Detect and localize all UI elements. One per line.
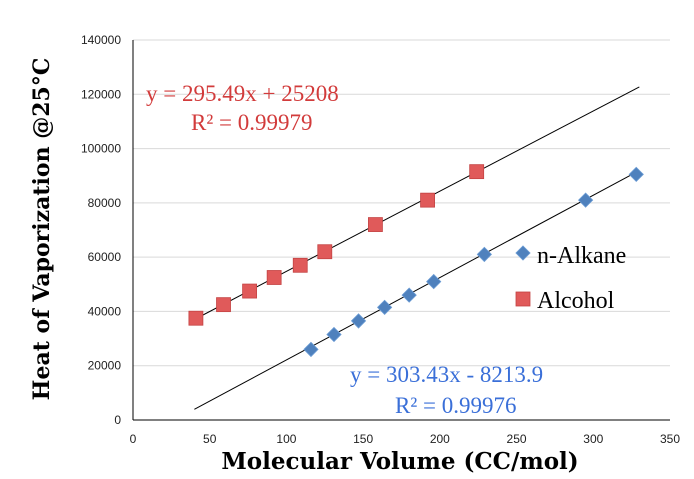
y-tick-label: 140000 (81, 33, 121, 47)
y-tick-label: 80000 (88, 196, 122, 210)
alcohol-point (242, 283, 258, 299)
alcohol-point (317, 244, 333, 260)
y-tick-label: 40000 (88, 304, 122, 318)
data-points (188, 164, 644, 358)
x-tick-label: 300 (583, 432, 603, 446)
legend-alkane-label: n-Alkane (537, 243, 626, 269)
x-tick-label: 250 (507, 432, 527, 446)
alkane-trend-r2: R² = 0.99976 (395, 393, 516, 418)
x-axis-title: Molecular Volume (CC/mol) (221, 448, 578, 475)
alkane-point (426, 273, 442, 290)
alkane-point (350, 313, 367, 329)
legend-alcohol-marker (515, 291, 531, 307)
x-tick-label: 0 (130, 432, 137, 446)
alcohol-trend-r2: R² = 0.99979 (191, 110, 312, 135)
y-tick-label: 100000 (81, 142, 121, 156)
axes (132, 40, 670, 421)
x-tick-label: 200 (430, 432, 450, 446)
y-tick-labels: 0 20000 40000 60000 80000 100000 120000 140000 (81, 33, 121, 427)
alkane-point (376, 299, 393, 315)
y-tick-label: 0 (114, 413, 121, 427)
legend-alcohol-label: Alcohol (537, 288, 615, 314)
alkane-point (303, 341, 319, 358)
alcohol-point (368, 217, 383, 232)
x-tick-label: 150 (353, 432, 373, 446)
y-axis-title: Heat of Vaporization @25°C (29, 58, 55, 401)
alkane-point (401, 287, 417, 303)
x-tick-label: 100 (276, 432, 296, 446)
alkane-point (577, 192, 594, 208)
alcohol-point (292, 257, 308, 273)
alkane-point (628, 166, 644, 182)
legend: n-Alkane Alcohol (515, 243, 626, 314)
n-alkane-trendline (194, 170, 640, 410)
alcohol-point (266, 270, 282, 285)
x-tick-label: 350 (660, 432, 680, 446)
alcohol-point (188, 310, 204, 326)
alkane-point (476, 246, 492, 263)
x-tick-labels: 0 50 100 150 200 250 300 350 (130, 432, 681, 446)
alcohol-point (216, 297, 231, 313)
alcohol-trend-equation: y = 295.49x + 25208 (146, 81, 339, 106)
alcohol-point (469, 164, 485, 180)
y-tick-label: 120000 (81, 87, 121, 101)
alkane-trend-equation: y = 303.43x - 8213.9 (350, 362, 543, 387)
y-tick-label: 20000 (88, 359, 122, 373)
x-tick-label: 50 (203, 432, 217, 446)
alcohol-point (420, 192, 435, 208)
legend-alkane-marker (515, 245, 531, 261)
y-tick-label: 60000 (88, 250, 122, 264)
alkane-point (326, 326, 342, 343)
